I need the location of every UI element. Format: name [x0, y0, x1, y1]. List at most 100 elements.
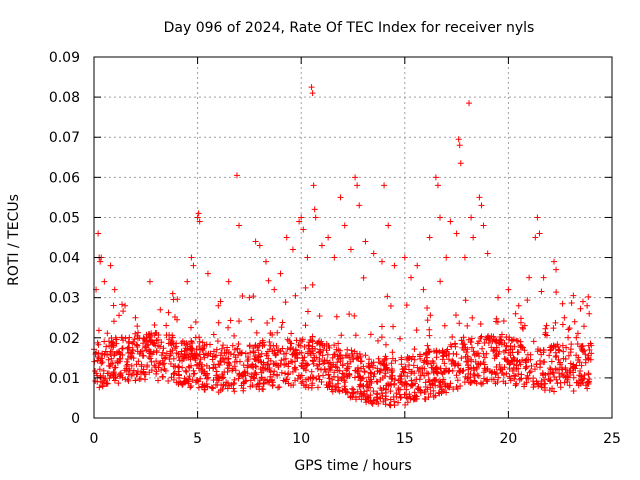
data-point [401, 254, 408, 261]
data-point [471, 351, 478, 358]
data-point [484, 376, 491, 383]
data-point [308, 368, 315, 375]
data-point [193, 379, 200, 386]
data-point [449, 357, 456, 364]
data-point [219, 356, 226, 363]
data-point [437, 278, 444, 285]
data-point [309, 338, 316, 345]
data-point [193, 352, 200, 359]
data-point [165, 377, 172, 384]
data-point [452, 312, 459, 319]
data-point [210, 385, 217, 392]
data-point [233, 172, 240, 179]
data-point [401, 382, 408, 389]
data-point [463, 358, 470, 365]
data-point [346, 311, 353, 318]
data-point [111, 352, 118, 359]
data-point [278, 369, 285, 376]
data-point [338, 376, 345, 383]
data-point [125, 349, 132, 356]
data-point [430, 377, 437, 384]
data-point [242, 378, 249, 385]
data-point [265, 379, 272, 386]
x-tick-label: 20 [499, 431, 517, 447]
data-point [306, 339, 313, 346]
data-point [155, 377, 162, 384]
data-point [170, 371, 177, 378]
data-point [99, 383, 106, 390]
data-point [151, 322, 158, 329]
data-point [172, 345, 179, 352]
data-point [349, 390, 356, 397]
data-point [112, 375, 119, 382]
data-point [543, 322, 550, 329]
data-point [313, 375, 320, 382]
data-point [326, 344, 333, 351]
data-point [299, 355, 306, 362]
data-point [314, 339, 321, 346]
data-point [331, 342, 338, 349]
data-point [97, 258, 104, 265]
data-point [382, 353, 389, 360]
data-point [176, 357, 183, 364]
data-point [498, 341, 505, 348]
data-point [274, 384, 281, 391]
data-point [562, 364, 569, 371]
data-point [244, 358, 251, 365]
data-point [524, 297, 531, 304]
data-point [262, 376, 269, 383]
data-point [546, 378, 553, 385]
data-point [419, 364, 426, 371]
data-point [461, 254, 468, 261]
data-point [563, 373, 570, 380]
data-point [369, 400, 376, 407]
data-point [354, 354, 361, 361]
data-point [123, 358, 130, 365]
data-point [566, 325, 573, 332]
data-point [518, 343, 525, 350]
data-point [139, 348, 146, 355]
data-point [163, 322, 170, 329]
data-point [439, 356, 446, 363]
data-point [156, 360, 163, 367]
data-point [204, 383, 211, 390]
data-point [139, 352, 146, 359]
data-point [312, 345, 319, 352]
data-point [537, 381, 544, 388]
data-point [352, 174, 359, 181]
data-point [242, 372, 249, 379]
data-point [235, 340, 242, 347]
data-point [238, 382, 245, 389]
data-point [217, 352, 224, 359]
data-point [292, 377, 299, 384]
data-point [505, 286, 512, 293]
data-point [408, 377, 415, 384]
data-point [403, 394, 410, 401]
data-point [205, 350, 212, 357]
data-point [437, 379, 444, 386]
data-point [434, 182, 441, 189]
data-point [582, 382, 589, 389]
data-point [460, 334, 467, 341]
data-point [240, 362, 247, 369]
data-point [478, 333, 485, 340]
data-point [336, 347, 343, 354]
data-point [333, 346, 340, 353]
data-point [347, 358, 354, 365]
data-point [145, 331, 152, 338]
data-point [259, 339, 266, 346]
data-point [443, 389, 450, 396]
data-point [578, 362, 585, 369]
data-point [387, 388, 394, 395]
data-point [588, 342, 595, 349]
data-point [222, 382, 229, 389]
data-point [215, 377, 222, 384]
data-point [354, 388, 361, 395]
data-point [427, 312, 434, 319]
x-tick-label: 10 [292, 431, 310, 447]
data-point [267, 330, 274, 337]
data-point [104, 330, 111, 337]
data-point [246, 294, 253, 301]
data-point [575, 382, 582, 389]
data-point [118, 334, 125, 341]
